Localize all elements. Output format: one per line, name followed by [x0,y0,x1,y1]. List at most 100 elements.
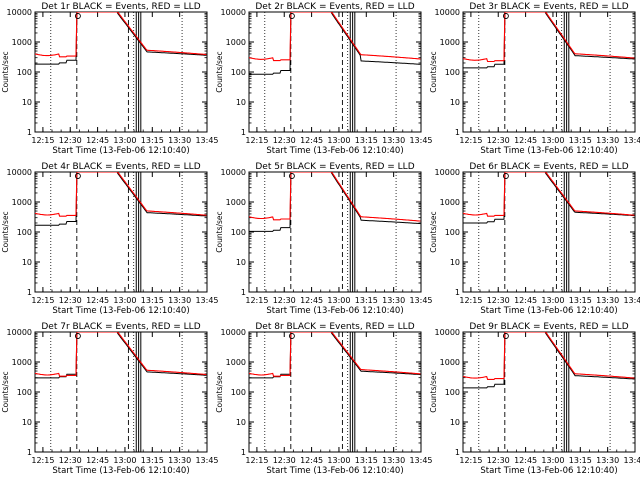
x-tick-label: 12:30 [59,136,82,145]
x-tick-label: 13:45 [623,456,640,465]
y-tick-label: 1 [241,128,246,137]
x-axis-label: Start Time (13-Feb-06 12:10:40) [480,306,617,316]
detector-panel-3: Det 3r BLACK = Events, RED = LLD 1 10 100 10… [429,2,640,156]
series-lld-line [249,332,421,377]
y-axis-label: Counts/sec [429,211,438,252]
x-tick-label: 12:15 [245,296,268,305]
y-tick-label: 1 [241,448,246,457]
x-axis-label: Start Time (13-Feb-06 12:10:40) [480,466,617,476]
x-tick-label: 13:45 [195,136,218,145]
series-lld-line [35,332,207,377]
y-axis-label: Counts/sec [1,211,10,252]
flare-marker [288,13,295,19]
x-tick-label: 13:15 [141,136,164,145]
y-tick-label: 100 [17,68,32,77]
flare-marker [74,13,81,19]
detector-panel-1: Det 1r BLACK = Events, RED = LLD 1 10 100 10… [1,2,219,156]
plot-frame [248,331,422,453]
flare-marker [74,333,81,339]
x-tick-label: 13:45 [623,296,640,305]
x-tick-label: 13:30 [382,136,405,145]
y-tick-label: 10 [22,258,32,267]
plot-frame [34,11,208,133]
x-tick-label: 12:45 [514,296,537,305]
x-tick-label: 13:00 [541,456,564,465]
y-tick-label: 1000 [12,38,32,47]
x-tick-label: 13:00 [327,296,350,305]
plot-frame [462,171,636,293]
detector-panel-5: Det 5r BLACK = Events, RED = LLD 1 10 100 10… [215,162,433,316]
y-tick-label: 10 [22,98,32,107]
y-tick-label: 100 [231,228,246,237]
x-tick-label: 13:45 [409,296,432,305]
y-axis-label: Counts/sec [429,371,438,412]
x-tick-label: 12:45 [300,296,323,305]
x-tick-label: 13:00 [113,296,136,305]
series-events-line [249,172,421,232]
x-tick-label: 12:30 [273,136,296,145]
x-tick-label: 13:15 [569,456,592,465]
series-lld-line [249,172,421,222]
y-tick-label: 10000 [221,328,246,337]
x-tick-label: 13:00 [113,456,136,465]
panel-title: Det 1r BLACK = Events, RED = LLD [41,2,200,12]
panel-title: Det 5r BLACK = Events, RED = LLD [255,162,414,172]
x-axis-label: Start Time (13-Feb-06 12:10:40) [480,146,617,156]
y-axis-label: Counts/sec [429,51,438,92]
y-axis-label: Counts/sec [1,371,10,412]
y-tick-label: 1000 [12,358,32,367]
y-tick-label: 1 [455,288,460,297]
y-tick-label: 1000 [440,38,460,47]
y-tick-label: 10000 [435,328,460,337]
flare-marker [74,173,81,179]
panel-title: Det 8r BLACK = Events, RED = LLD [255,322,414,332]
y-tick-label: 10 [22,418,32,427]
detector-panel-8: Det 8r BLACK = Events, RED = LLD 1 10 100 10… [215,322,433,476]
x-axis-label: Start Time (13-Feb-06 12:10:40) [52,466,189,476]
x-tick-label: 12:15 [31,456,54,465]
y-tick-label: 1000 [440,198,460,207]
y-tick-label: 10000 [221,168,246,177]
y-tick-label: 100 [445,68,460,77]
detector-panel-4: Det 4r BLACK = Events, RED = LLD 1 10 100 10… [1,162,219,316]
panel-title: Det 9r BLACK = Events, RED = LLD [469,322,628,332]
y-tick-label: 1 [241,288,246,297]
y-tick-label: 10000 [7,168,32,177]
series-lld-line [35,12,207,58]
flare-marker [288,173,295,179]
detector-panel-9: Det 9r BLACK = Events, RED = LLD 1 10 100 10… [429,322,640,476]
x-tick-label: 13:15 [355,296,378,305]
y-axis-label: Counts/sec [215,211,224,252]
x-axis-label: Start Time (13-Feb-06 12:10:40) [52,306,189,316]
series-lld-line [35,172,207,217]
x-tick-label: 12:15 [245,456,268,465]
x-tick-label: 13:30 [168,456,191,465]
panel-title: Det 6r BLACK = Events, RED = LLD [469,162,628,172]
y-tick-label: 100 [231,388,246,397]
x-tick-label: 13:30 [168,296,191,305]
plot-frame [462,11,636,133]
x-tick-label: 12:30 [487,456,510,465]
series-lld-line [463,172,635,217]
y-tick-label: 10 [236,258,246,267]
x-tick-label: 13:15 [569,296,592,305]
x-tick-label: 12:45 [86,296,109,305]
x-tick-label: 13:45 [409,456,432,465]
x-tick-label: 12:30 [59,456,82,465]
x-tick-label: 12:45 [300,136,323,145]
y-tick-label: 10000 [7,8,32,17]
y-tick-label: 1 [27,288,32,297]
x-tick-label: 12:15 [459,136,482,145]
x-tick-label: 13:00 [327,136,350,145]
y-tick-label: 10000 [221,8,246,17]
y-axis-label: Counts/sec [1,51,10,92]
x-tick-label: 12:30 [59,296,82,305]
x-tick-label: 12:15 [459,456,482,465]
detector-panel-6: Det 6r BLACK = Events, RED = LLD 1 10 100 10… [429,162,640,316]
x-tick-label: 13:00 [327,456,350,465]
y-tick-label: 100 [17,228,32,237]
x-tick-label: 13:15 [355,456,378,465]
plot-frame [34,331,208,453]
